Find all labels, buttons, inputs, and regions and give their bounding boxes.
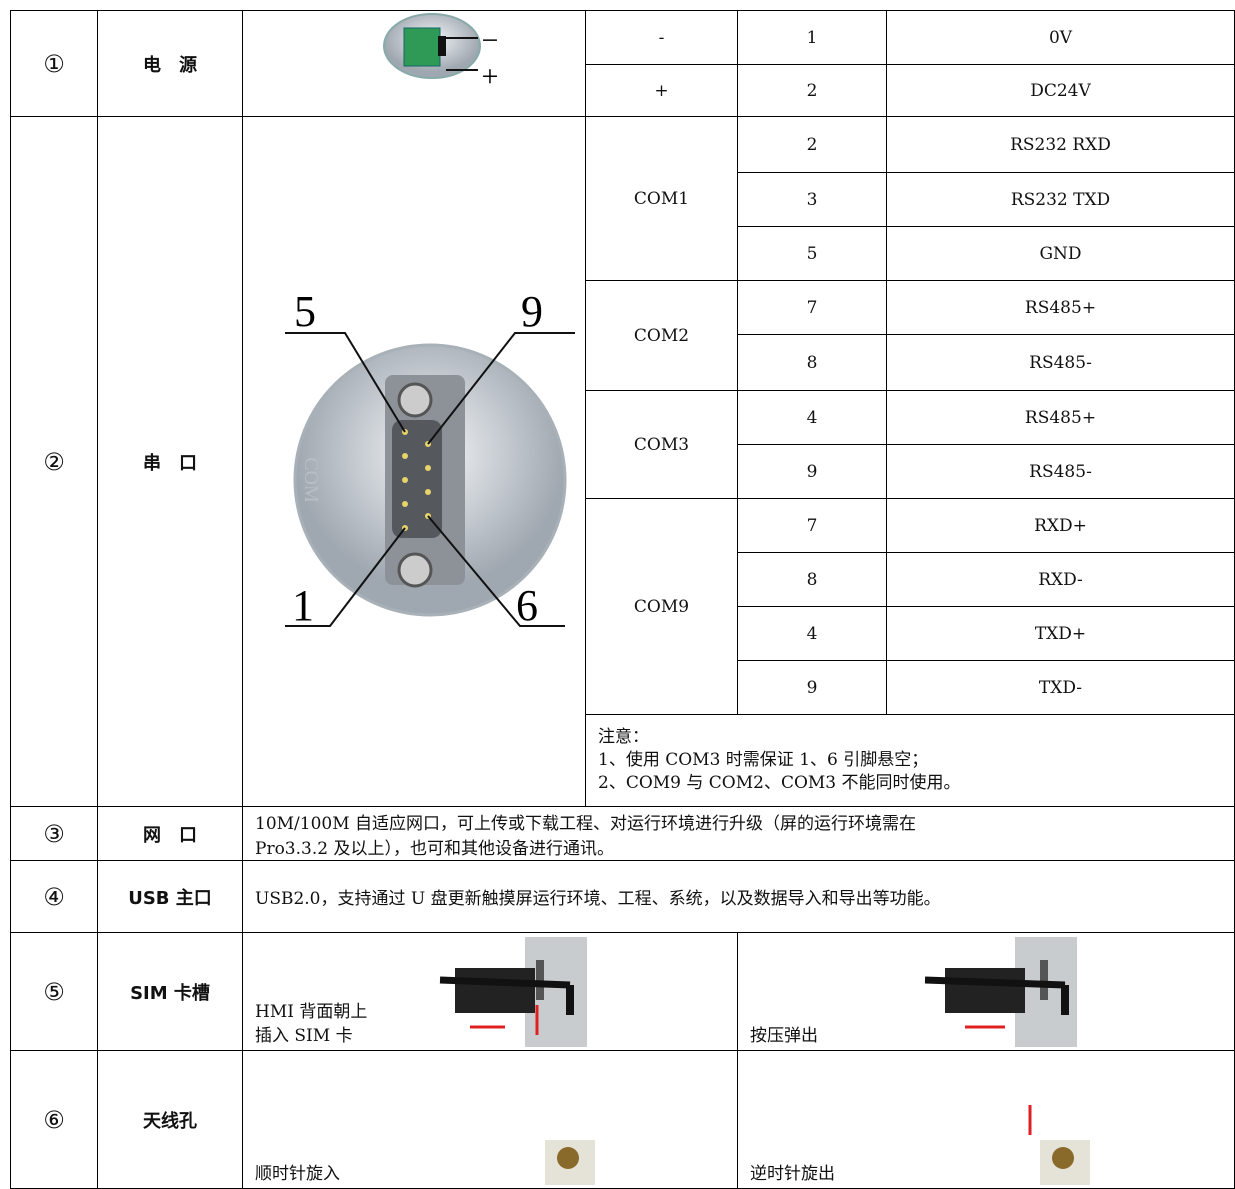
text-line: 插入 SIM 卡: [255, 1026, 353, 1046]
image-label: COM: [300, 457, 322, 503]
image-label: 1: [292, 581, 314, 630]
text-line: 逆时针旋出: [750, 1164, 835, 1184]
text-line: Pro3.3.2 及以上），也可和其他设备进行通讯。: [255, 838, 614, 859]
image-label: +: [482, 60, 499, 93]
text-line: 2、COM9 与 COM2、COM3 不能同时使用。: [598, 773, 961, 793]
text-line: 顺时针旋入: [255, 1164, 340, 1184]
text-line: 1、使用 COM3 时需保证 1、6 引脚悬空；: [598, 750, 929, 770]
image-label: 9: [521, 287, 543, 336]
text-line: 10M/100M 自适应网口，可上传或下载工程、对运行环境进行升级（屏的运行环境…: [255, 813, 917, 834]
note: 注意： 1、使用 COM3 时需保证 1、6 引脚悬空； 2、COM9 与 COM2…: [585, 714, 1235, 807]
text-line: 按压弹出: [750, 1026, 818, 1046]
image-label: 5: [294, 287, 316, 336]
text-line: USB2.0，支持通过 U 盘更新触摸屏运行环境、工程、系统，以及数据导入和导出…: [255, 889, 941, 909]
text-line: 注意：: [598, 727, 649, 747]
image-label: 6: [516, 581, 538, 630]
text-line: HMI 背面朝上: [255, 1002, 368, 1022]
image-label: −: [482, 24, 499, 57]
